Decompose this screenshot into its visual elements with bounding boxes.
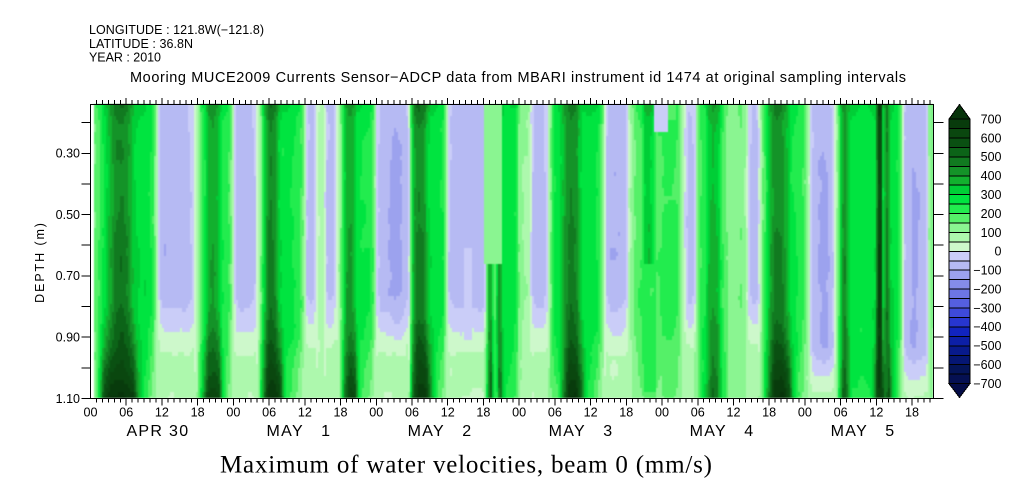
svg-text:1.10: 1.10 [56,392,80,406]
svg-text:18: 18 [762,406,776,420]
svg-text:00: 00 [655,406,669,420]
svg-text:LONGITUDE : 121.8W(−121.8): LONGITUDE : 121.8W(−121.8) [89,23,264,37]
svg-text:0.90: 0.90 [56,330,80,344]
svg-text:600: 600 [981,131,1002,145]
svg-text:MAY 4: MAY 4 [690,423,755,440]
svg-text:18: 18 [334,406,348,420]
svg-text:−700: −700 [973,377,1001,391]
svg-text:00: 00 [83,406,97,420]
svg-text:−400: −400 [973,320,1001,334]
svg-text:12: 12 [441,406,455,420]
svg-text:Mooring MUCE2009 Currents Sens: Mooring MUCE2009 Currents Sensor−ADCP da… [130,70,906,86]
svg-text:DEPTH (m): DEPTH (m) [33,221,47,303]
svg-text:0.50: 0.50 [56,208,80,222]
svg-text:−600: −600 [973,358,1001,372]
svg-text:00: 00 [512,406,526,420]
svg-text:−100: −100 [973,264,1001,278]
svg-text:06: 06 [548,406,562,420]
svg-text:300: 300 [981,188,1002,202]
svg-text:700: 700 [981,112,1002,126]
svg-text:06: 06 [691,406,705,420]
svg-text:12: 12 [584,406,598,420]
svg-text:18: 18 [191,406,205,420]
svg-text:YEAR : 2010: YEAR : 2010 [89,51,161,65]
svg-text:0.30: 0.30 [56,147,80,161]
svg-text:400: 400 [981,169,1002,183]
svg-text:00: 00 [226,406,240,420]
svg-text:12: 12 [869,406,883,420]
svg-text:12: 12 [726,406,740,420]
svg-text:0: 0 [995,245,1002,259]
svg-text:06: 06 [262,406,276,420]
svg-text:−500: −500 [973,339,1001,353]
svg-text:06: 06 [834,406,848,420]
svg-text:06: 06 [405,406,419,420]
svg-text:200: 200 [981,207,1002,221]
svg-text:−300: −300 [973,301,1001,315]
svg-text:MAY 3: MAY 3 [549,423,614,440]
svg-text:18: 18 [476,406,490,420]
svg-text:MAY 5: MAY 5 [831,423,896,440]
svg-text:06: 06 [119,406,133,420]
svg-text:−200: −200 [973,282,1001,296]
svg-text:MAY 1: MAY 1 [267,423,332,440]
svg-text:00: 00 [798,406,812,420]
svg-text:0.70: 0.70 [56,269,80,283]
svg-text:18: 18 [905,406,919,420]
svg-text:MAY 2: MAY 2 [408,423,473,440]
svg-text:100: 100 [981,226,1002,240]
svg-text:500: 500 [981,150,1002,164]
svg-text:12: 12 [298,406,312,420]
svg-text:LATITUDE : 36.8N: LATITUDE : 36.8N [89,37,193,51]
svg-text:18: 18 [619,406,633,420]
svg-text:APR 30: APR 30 [126,423,189,440]
svg-text:Maximum of water velocities, b: Maximum of water velocities, beam 0 (mm/… [220,452,712,479]
svg-text:12: 12 [155,406,169,420]
svg-text:00: 00 [369,406,383,420]
